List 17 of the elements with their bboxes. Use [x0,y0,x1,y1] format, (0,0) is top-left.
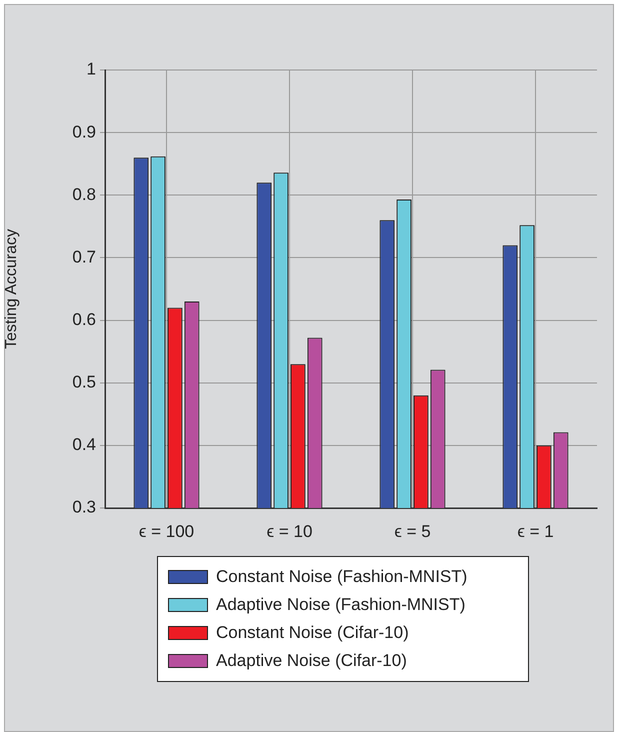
x-tick-label: ϵ = 10 [266,522,312,541]
legend-label: Adaptive Noise (Cifar-10) [216,651,407,671]
y-tick-label: 0.7 [72,247,96,266]
legend-label: Constant Noise (Cifar-10) [216,623,409,643]
x-tick-label: ϵ = 5 [394,522,431,541]
legend-label: Constant Noise (Fashion-MNIST) [216,567,468,587]
y-axis-title: Testing Accuracy [3,228,20,350]
y-tick-label: 0.9 [72,122,96,142]
y-tick-label: 0.6 [72,310,96,329]
x-tick-label: ϵ = 100 [138,522,194,541]
y-tick-label: 0.5 [72,372,96,392]
y-tick-label: 1 [86,60,96,79]
y-tick-label: 0.8 [72,184,96,204]
y-tick-label: 0.3 [72,498,96,517]
x-tick-label: ϵ = 1 [517,522,554,541]
y-tick-label: 0.4 [72,435,96,454]
legend-label: Adaptive Noise (Fashion-MNIST) [216,595,466,615]
